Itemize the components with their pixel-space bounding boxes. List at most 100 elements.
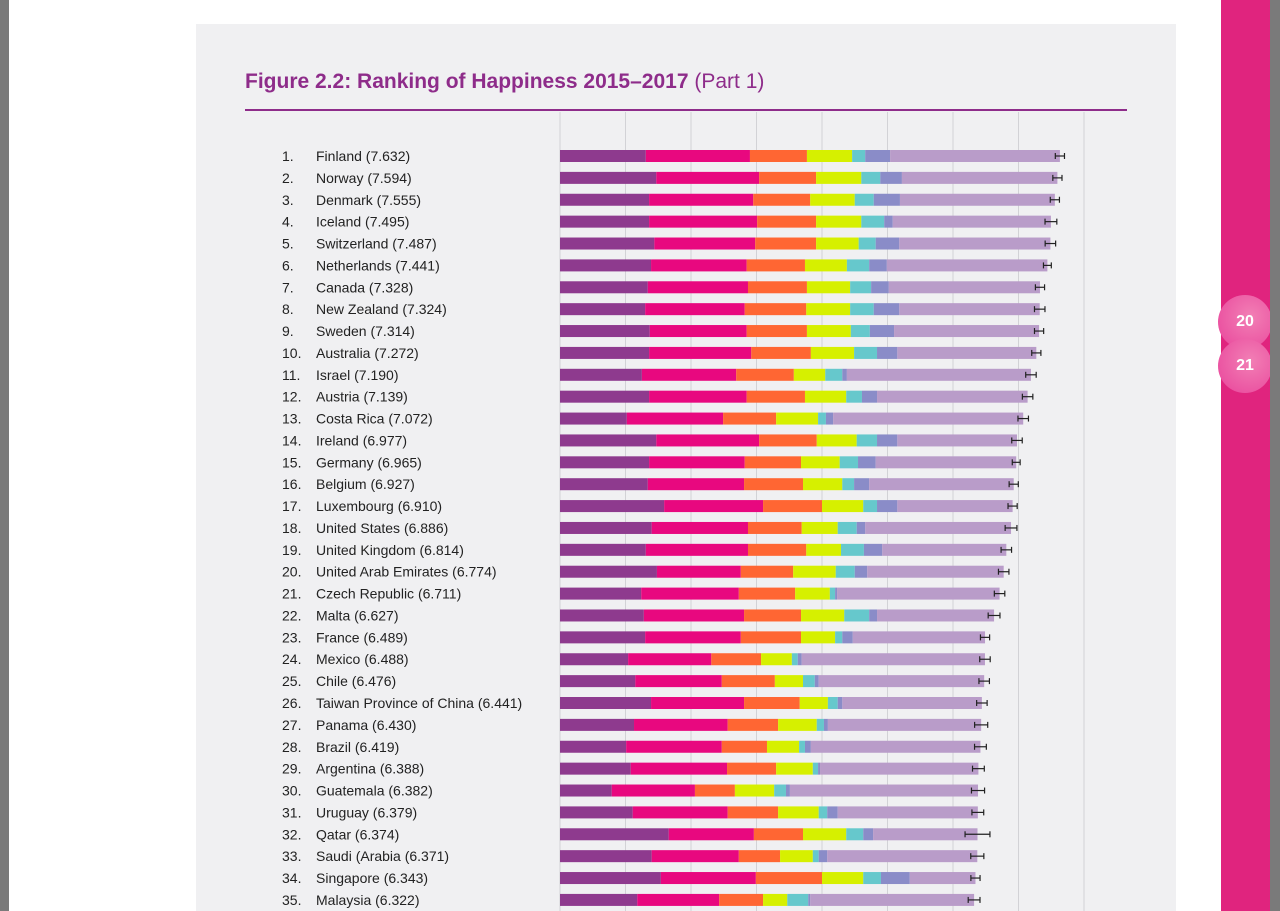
bar-segment (863, 500, 878, 513)
bar-segment (774, 675, 804, 688)
figure-title: Figure 2.2: Ranking of Happiness 2015–20… (245, 70, 764, 94)
bar-segment (833, 412, 1024, 425)
bar-segment (818, 762, 821, 775)
bar-segment (746, 259, 805, 272)
bar-segment (560, 697, 652, 709)
bar-segment (837, 697, 843, 709)
rank-label: 20. (282, 564, 301, 580)
bar-segment (560, 259, 652, 272)
bar-segment (755, 872, 822, 885)
bar-segment (880, 872, 910, 885)
rank-label: 14. (282, 432, 301, 448)
bar-segment (808, 893, 811, 906)
bar-segment (747, 521, 802, 534)
bar-segment (660, 872, 756, 885)
bar-segment (877, 434, 898, 447)
bar-segment (727, 762, 777, 775)
bar-segment (766, 740, 800, 753)
bar-segment (873, 828, 978, 841)
bar-segment (793, 565, 836, 578)
bar-segment (897, 500, 1013, 513)
bar-segment (846, 259, 870, 272)
country-label: Chile (6.476) (316, 673, 396, 689)
bar-segment (755, 237, 817, 250)
bar-segment (759, 171, 817, 184)
bar-segment (835, 631, 843, 644)
bar-segment (560, 893, 638, 906)
bar-segment (560, 500, 665, 513)
bar-segment (626, 412, 724, 425)
rank-label: 9. (282, 323, 294, 339)
bar-segment (899, 193, 1055, 206)
country-label: Finland (7.632) (316, 148, 410, 164)
bar-segment (645, 303, 745, 316)
bar-segment (778, 806, 819, 819)
bar-segment (560, 806, 633, 819)
bar-segment (560, 653, 629, 666)
bar-segment (803, 828, 847, 841)
country-label: Norway (7.594) (316, 170, 412, 186)
bar-segment (753, 828, 804, 841)
bar-segment (803, 675, 815, 688)
rank-label: 10. (282, 345, 301, 361)
bar-segment (816, 171, 862, 184)
bar-segment (649, 215, 758, 228)
bar-segment (630, 762, 728, 775)
bar-segment (560, 215, 650, 228)
bar-segment (861, 215, 885, 228)
country-label: Germany (6.965) (316, 454, 422, 470)
rank-label: 3. (282, 192, 294, 208)
bar-segment (818, 412, 826, 425)
country-label: United States (6.886) (316, 520, 448, 536)
bar-segment (873, 193, 900, 206)
bar-segment (888, 281, 1040, 294)
bar-segment (649, 390, 747, 403)
bar-segment (863, 543, 883, 556)
rank-label: 18. (282, 520, 301, 536)
rank-label: 1. (282, 148, 294, 164)
bar-segment (744, 478, 804, 491)
bar-segment (897, 434, 1017, 447)
bar-segment (560, 521, 652, 534)
bar-segment (882, 543, 1007, 556)
country-label: Switzerland (7.487) (316, 236, 437, 252)
bar-segment (810, 193, 855, 206)
rank-label: 27. (282, 717, 301, 733)
bar-segment (822, 872, 864, 885)
bar-segment (789, 784, 979, 797)
bar-segment (875, 237, 900, 250)
bar-segment (880, 171, 902, 184)
bar-segment (842, 368, 847, 381)
bar-segment (560, 587, 642, 600)
bar-segment (842, 697, 982, 709)
bar-segment (865, 521, 1012, 534)
bar-segment (643, 609, 745, 622)
bar-segment (763, 893, 788, 906)
bar-segment (818, 850, 828, 863)
bar-segment (785, 784, 790, 797)
bar-segment (656, 565, 741, 578)
page-tab-21[interactable]: 21 (1218, 339, 1272, 393)
bar-segment (801, 521, 838, 534)
rank-label: 35. (282, 892, 301, 908)
bar-segment (753, 193, 811, 206)
country-label: New Zealand (7.324) (316, 301, 447, 317)
bar-segment (816, 215, 862, 228)
bar-segment (645, 543, 748, 556)
bar-segment (852, 631, 986, 644)
bar-segment (846, 390, 862, 403)
bar-segment (759, 434, 817, 447)
bar-segment (560, 718, 635, 731)
bar-segment (886, 259, 1048, 272)
bar-segment (835, 587, 838, 600)
bar-segment (820, 762, 979, 775)
bar-segment (827, 697, 838, 709)
bar-segment (869, 259, 887, 272)
bar-segment (721, 740, 767, 753)
page-sidebar (1221, 0, 1270, 911)
bar-segment (560, 675, 636, 688)
figure-title-main: Figure 2.2: Ranking of Happiness 2015–20… (245, 70, 689, 93)
bar-segment (780, 850, 813, 863)
bar-segment (649, 456, 745, 469)
bar-segment (854, 565, 868, 578)
